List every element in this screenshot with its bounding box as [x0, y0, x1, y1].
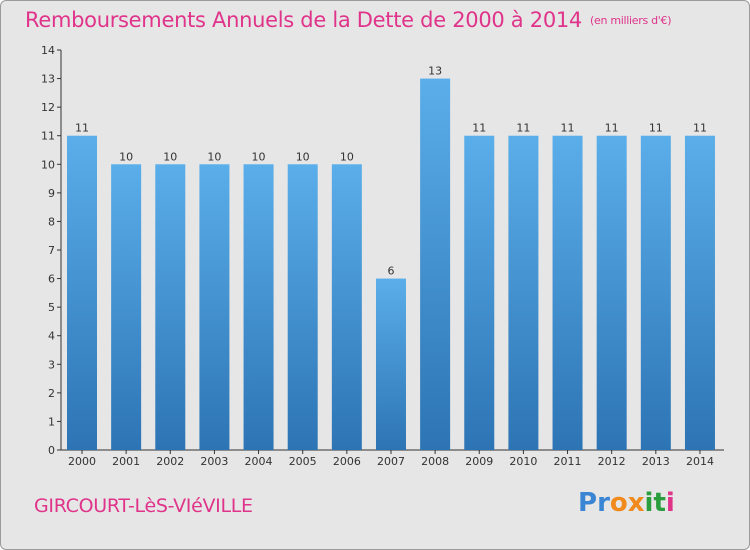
x-tick-label: 2012: [598, 455, 626, 468]
y-tick-label: 11: [41, 130, 55, 143]
data-label: 10: [119, 150, 133, 163]
data-label: 13: [428, 65, 442, 78]
bar-2013[interactable]: [640, 135, 671, 450]
x-tick-label: 2002: [156, 455, 184, 468]
logo-letter: i: [644, 488, 654, 518]
data-label: 11: [649, 122, 663, 135]
data-label: 10: [340, 150, 354, 163]
x-tick-label: 2005: [289, 455, 317, 468]
data-label: 11: [605, 122, 619, 135]
x-tick-label: 2008: [421, 455, 449, 468]
logo-letter: x: [627, 488, 645, 518]
x-tick-label: 2003: [200, 455, 228, 468]
x-tick-label: 2011: [554, 455, 582, 468]
bar-2009[interactable]: [464, 135, 495, 450]
x-tick-label: 2009: [465, 455, 493, 468]
bar-2000[interactable]: [67, 135, 97, 450]
y-tick-label: 13: [41, 73, 55, 86]
title-unit: (en milliers d'€): [590, 14, 672, 27]
y-tick-label: 3: [48, 358, 55, 371]
logo-letter: i: [665, 488, 675, 518]
x-tick-label: 2004: [245, 455, 273, 468]
bar-2014[interactable]: [684, 135, 715, 450]
bar-2007[interactable]: [375, 278, 406, 450]
y-tick-label: 1: [48, 415, 55, 428]
data-label: 11: [561, 122, 575, 135]
chart-title: Remboursements Annuels de la Dette de 20…: [25, 8, 671, 32]
place-name: GIRCOURT-LèS-VIéVILLE: [34, 495, 253, 517]
y-tick-label: 9: [48, 187, 55, 200]
x-tick-label: 2000: [68, 455, 96, 468]
bar-2010[interactable]: [508, 135, 539, 450]
bar-2001[interactable]: [111, 164, 142, 451]
bar-2002[interactable]: [155, 164, 186, 451]
title-text: Remboursements Annuels de la Dette de 20…: [25, 8, 582, 32]
x-tick-label: 2010: [509, 455, 537, 468]
bar-2003[interactable]: [199, 164, 230, 451]
logo-letter: P: [578, 488, 598, 518]
y-tick-label: 10: [41, 158, 55, 171]
bar-2005[interactable]: [287, 164, 318, 451]
y-tick-label: 7: [48, 244, 55, 257]
data-label: 11: [693, 122, 707, 135]
data-label: 10: [296, 150, 310, 163]
y-tick-label: 0: [48, 444, 55, 457]
bar-2004[interactable]: [243, 164, 274, 451]
data-label: 11: [516, 122, 530, 135]
data-label: 11: [472, 122, 486, 135]
proxiti-logo[interactable]: Proxiti: [578, 488, 675, 518]
data-label: 11: [75, 122, 89, 135]
y-tick-label: 12: [41, 101, 55, 114]
y-tick-label: 2: [48, 387, 55, 400]
x-tick-label: 2006: [333, 455, 361, 468]
y-tick-label: 6: [48, 273, 55, 286]
x-tick-label: 2014: [686, 455, 714, 468]
y-tick-label: 4: [48, 330, 55, 343]
bar-2006[interactable]: [331, 164, 362, 451]
data-label: 10: [207, 150, 221, 163]
y-tick-label: 5: [48, 301, 55, 314]
x-tick-label: 2007: [377, 455, 405, 468]
bar-2012[interactable]: [596, 135, 627, 450]
x-tick-label: 2001: [112, 455, 140, 468]
bar-2011[interactable]: [552, 135, 583, 450]
logo-letter: o: [609, 488, 628, 518]
logo-letter: r: [597, 488, 610, 518]
logo-letter: t: [653, 488, 666, 518]
data-label: 10: [252, 150, 266, 163]
x-tick-label: 2013: [642, 455, 670, 468]
bar-2008[interactable]: [420, 78, 451, 451]
data-label: 6: [387, 265, 394, 278]
y-tick-label: 8: [48, 215, 55, 228]
y-tick-label: 14: [41, 44, 55, 57]
data-label: 10: [163, 150, 177, 163]
